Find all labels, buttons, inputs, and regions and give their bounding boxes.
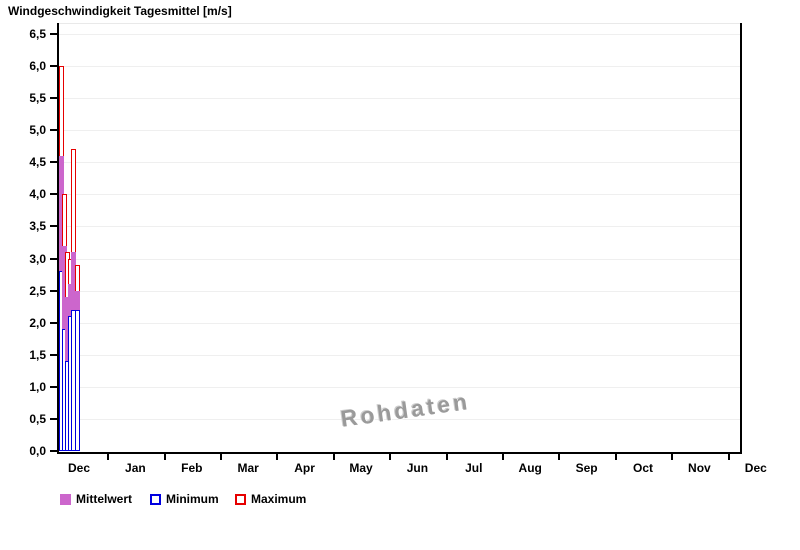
y-gridline	[57, 162, 740, 164]
x-axis-tick	[614, 454, 617, 460]
x-axis-tick	[671, 454, 674, 460]
y-gridline	[57, 322, 740, 324]
y-axis-tick-label: 4,0	[29, 187, 46, 202]
legend-item-mittelwert: Mittelwert	[60, 492, 132, 506]
y-axis-tick	[50, 321, 57, 324]
x-axis-tick	[276, 454, 279, 460]
y-axis-tick	[50, 65, 57, 68]
y-axis-tick-label: 6,5	[29, 27, 46, 42]
y-axis-tick-label: 0,0	[29, 444, 46, 458]
x-axis-month-label: Mar	[237, 461, 259, 475]
x-axis-tick	[727, 454, 730, 460]
y-axis-tick-label: 6,0	[29, 59, 46, 74]
y-gridline	[57, 130, 740, 132]
x-axis-tick	[220, 454, 222, 460]
x-axis-tick	[107, 454, 110, 460]
y-axis-tick-label: 5,0	[29, 123, 46, 138]
y-axis-tick	[50, 97, 57, 100]
y-axis-tick-label: 2,5	[29, 283, 46, 298]
y-axis-tick	[50, 33, 57, 36]
y-gridline	[57, 226, 740, 228]
y-axis-line	[57, 23, 59, 453]
y-gridline	[57, 66, 740, 68]
y-axis-tick-label: 1,5	[29, 347, 46, 362]
x-axis-month-label: Feb	[181, 461, 203, 475]
x-axis-month-label: Sep	[575, 461, 598, 475]
legend-item-minimum: Minimum	[150, 492, 219, 506]
x-axis-month-label: Dec	[744, 461, 767, 475]
y-axis-tick	[50, 417, 57, 420]
minimum-swatch-icon	[150, 493, 161, 505]
x-axis-tick	[332, 454, 335, 460]
x-axis-month-label: Jul	[465, 461, 483, 475]
y-axis-tick	[50, 450, 57, 452]
plot-right-border	[740, 23, 742, 453]
y-gridline	[57, 98, 740, 100]
y-axis-tick	[50, 353, 57, 356]
legend-label-mittelwert: Mittelwert	[76, 492, 133, 506]
x-axis-tick	[163, 454, 166, 460]
x-axis-month-label: Nov	[688, 461, 711, 475]
y-axis-tick	[50, 289, 57, 292]
x-axis-month-label: Aug	[518, 461, 542, 475]
y-axis-tick	[50, 161, 57, 164]
y-gridline	[57, 418, 740, 420]
x-axis-month-label: Dec	[67, 461, 91, 475]
y-axis-tick	[50, 257, 57, 260]
x-axis-line	[57, 452, 742, 454]
x-axis-month-label: Jun	[406, 461, 429, 475]
y-axis-tick	[50, 385, 57, 388]
y-axis-tick-label: 2,0	[29, 315, 46, 330]
legend-label-maximum: Maximum	[251, 492, 307, 506]
y-axis-tick-label: 4,5	[29, 155, 46, 170]
x-axis-tick	[389, 454, 392, 460]
y-gridline	[57, 386, 740, 388]
x-axis-tick	[558, 454, 561, 460]
x-axis-month-label: Oct	[632, 461, 654, 475]
y-axis-tick-label: 5,5	[29, 91, 46, 106]
y-axis-tick	[50, 129, 57, 132]
y-axis-tick-label: 3,5	[29, 219, 46, 234]
y-axis-tick	[50, 225, 57, 228]
x-axis-month-label: May	[349, 461, 373, 475]
y-axis-tick-label: 3,0	[29, 251, 46, 266]
y-gridline	[57, 34, 740, 36]
legend-label-minimum: Minimum	[166, 492, 219, 506]
x-axis-tick	[445, 454, 448, 460]
mittelwert-swatch-icon	[60, 493, 71, 505]
plot-top-border	[57, 23, 740, 24]
y-axis-tick	[50, 193, 57, 196]
watermark-text: Rohdaten	[339, 388, 472, 432]
y-gridline	[57, 290, 740, 292]
y-axis-tick-label: 0,5	[29, 411, 46, 426]
y-gridline	[57, 194, 740, 196]
x-axis-month-label: Jan	[125, 461, 146, 475]
maximum-swatch-icon	[235, 493, 246, 505]
bar-minimum	[74, 309, 80, 451]
chart-title: Windgeschwindigkeit Tagesmittel [m/s]	[8, 4, 232, 18]
x-axis-month-label: Apr	[294, 461, 315, 475]
x-axis-tick	[502, 454, 504, 460]
y-gridline	[57, 354, 740, 356]
y-gridline	[57, 258, 740, 260]
legend-item-maximum: Maximum	[235, 492, 306, 506]
y-axis-tick-label: 1,0	[29, 379, 46, 394]
